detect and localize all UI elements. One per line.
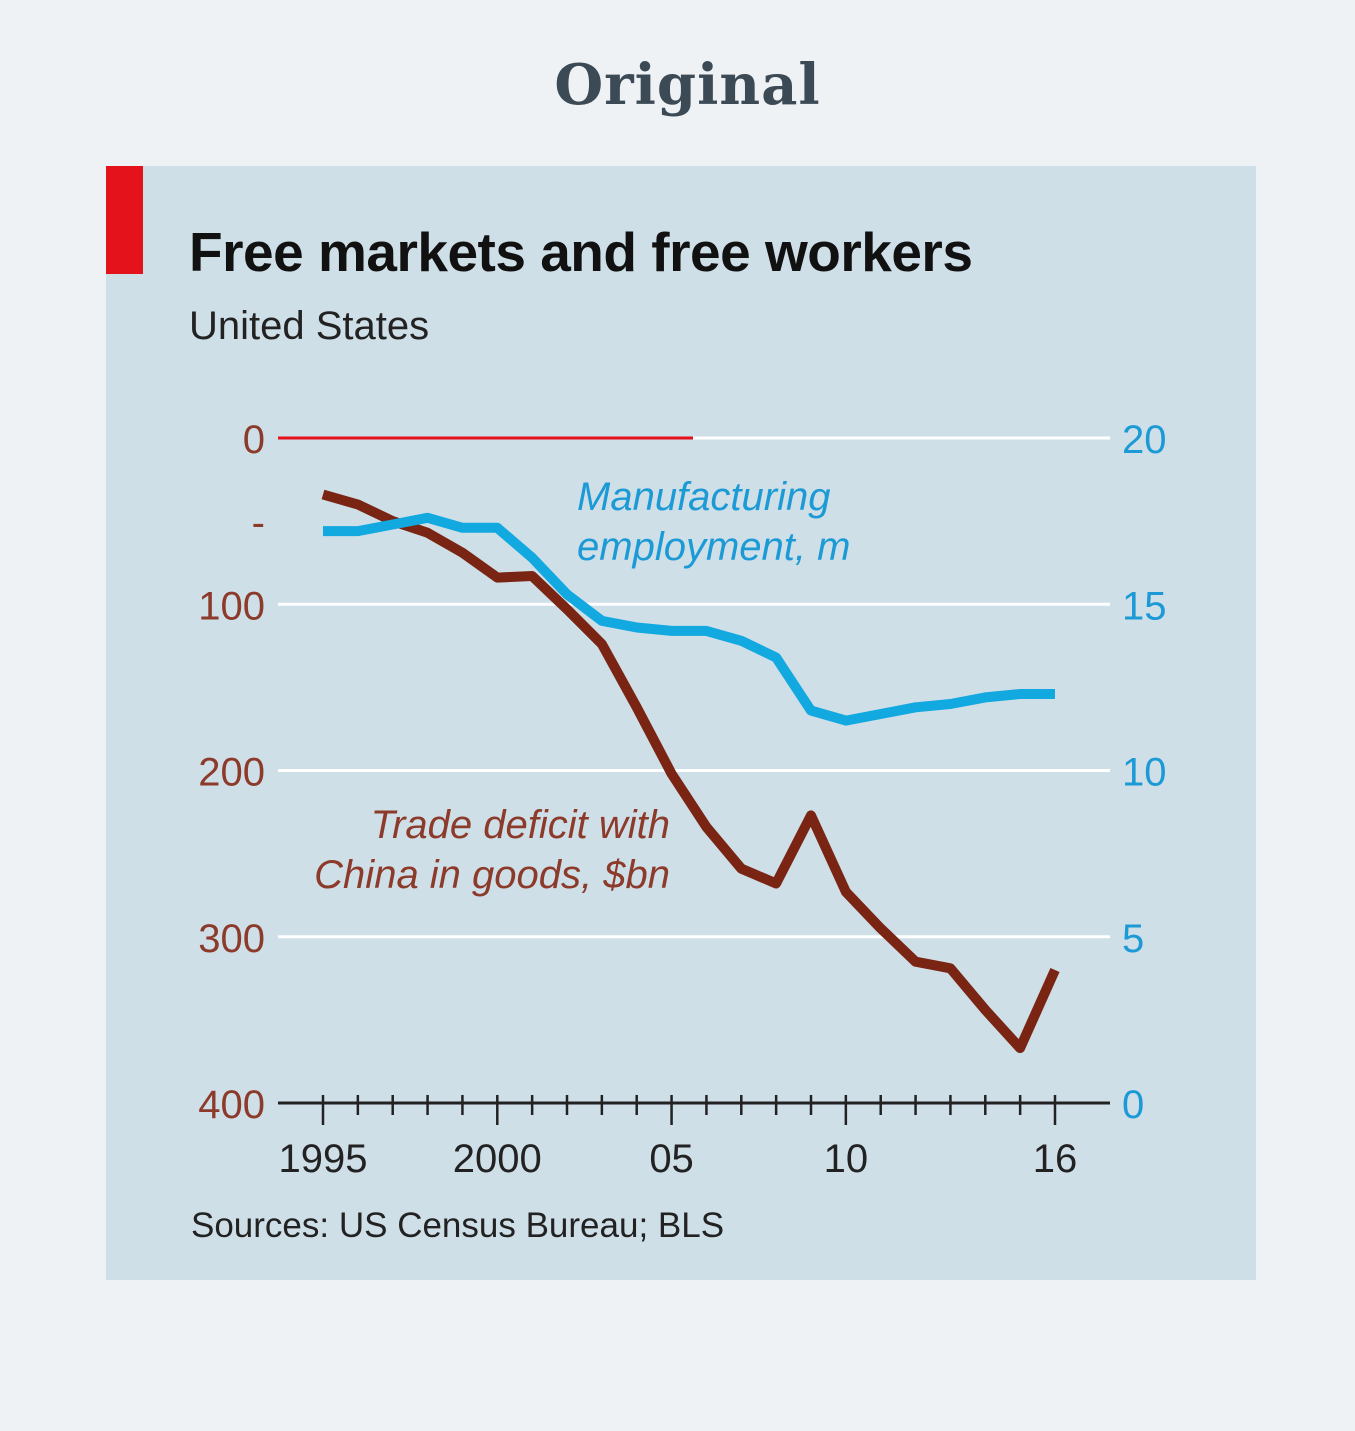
left-tick-label: 400	[198, 1083, 265, 1127]
manufacturing-employment-label: employment, m	[577, 525, 850, 569]
x-tick-label: 16	[1033, 1137, 1078, 1181]
right-tick-label: 0	[1122, 1083, 1144, 1127]
trade-deficit-label: China in goods, $bn	[314, 853, 670, 897]
trade-deficit-label: Trade deficit with	[371, 803, 670, 847]
x-tick-label: 2000	[453, 1137, 542, 1181]
axes: 1995 2000 05 10 16 0 - 100 200 300 400 20 15 10 5 0	[198, 418, 1166, 1181]
chart-source: Sources: US Census Bureau; BLS	[191, 1206, 725, 1245]
right-tick-label: 5	[1122, 917, 1144, 961]
left-tick-label: 300	[198, 917, 265, 961]
series-labels: Trade deficit with China in goods, $bn Man…	[314, 475, 850, 897]
series-lines	[321, 489, 1060, 1054]
manufacturing-employment-label: Manufacturing	[577, 475, 830, 519]
left-tick-label: 0	[243, 418, 265, 462]
right-tick-label: 20	[1122, 418, 1167, 462]
page-heading: Original	[554, 52, 821, 118]
left-tick-label: 200	[198, 751, 265, 795]
gridlines	[278, 436, 1110, 939]
trade-deficit-line	[321, 489, 1060, 1054]
manufacturing-employment-line	[323, 512, 1055, 726]
left-tick-label: -	[252, 501, 265, 545]
right-tick-label: 15	[1122, 584, 1167, 628]
chart-title: Free markets and free workers	[189, 221, 973, 283]
x-tick-label: 10	[824, 1137, 869, 1181]
accent-bar	[106, 166, 143, 274]
chart-subtitle: United States	[189, 304, 430, 348]
x-tick-label: 05	[649, 1137, 694, 1181]
left-tick-label: 100	[198, 584, 265, 628]
x-tick-label: 1995	[279, 1137, 368, 1181]
right-tick-label: 10	[1122, 751, 1167, 795]
chart-card	[106, 166, 1256, 1280]
